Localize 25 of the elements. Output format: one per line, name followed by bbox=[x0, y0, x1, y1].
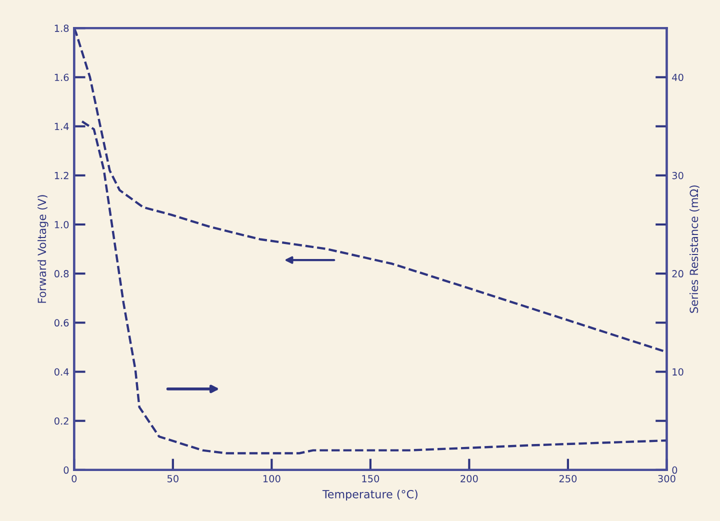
x-tick-label: 0 bbox=[72, 474, 77, 482]
y-tick-label: 0.6 bbox=[54, 319, 69, 327]
y-tick-label: 0.8 bbox=[54, 270, 69, 278]
x-tick-label: 200 bbox=[460, 474, 478, 482]
x-tick-label: 50 bbox=[167, 474, 178, 482]
y-tick-label: 1.4 bbox=[54, 122, 69, 130]
x-tick-label: 100 bbox=[263, 474, 280, 482]
y-tick-label: 1.2 bbox=[54, 172, 68, 180]
y2-tick-label: 40 bbox=[672, 74, 684, 82]
y-tick-label: 0 bbox=[64, 466, 69, 474]
y-tick-label: 1.8 bbox=[54, 24, 69, 32]
y-tick-label: 0.4 bbox=[54, 368, 69, 376]
y2-tick-label: 0 bbox=[672, 466, 678, 474]
y-tick-label: 1.6 bbox=[54, 74, 69, 82]
x-axis-title: Temperature (°C) bbox=[322, 490, 418, 501]
y-axis-title: Forward Voltage (V) bbox=[38, 195, 48, 303]
y2-tick-label: 10 bbox=[672, 368, 684, 376]
y2-tick-label: 20 bbox=[672, 270, 684, 278]
y-tick-label: 1.0 bbox=[54, 220, 69, 228]
x-tick-label: 250 bbox=[559, 474, 577, 482]
x-tick-label: 300 bbox=[658, 474, 676, 482]
y2-axis-title: Series Resistance (mΩ) bbox=[690, 185, 700, 313]
x-tick-label: 150 bbox=[362, 474, 380, 482]
y2-tick-label: 30 bbox=[672, 172, 684, 180]
y-tick-label: 0.2 bbox=[54, 417, 68, 425]
